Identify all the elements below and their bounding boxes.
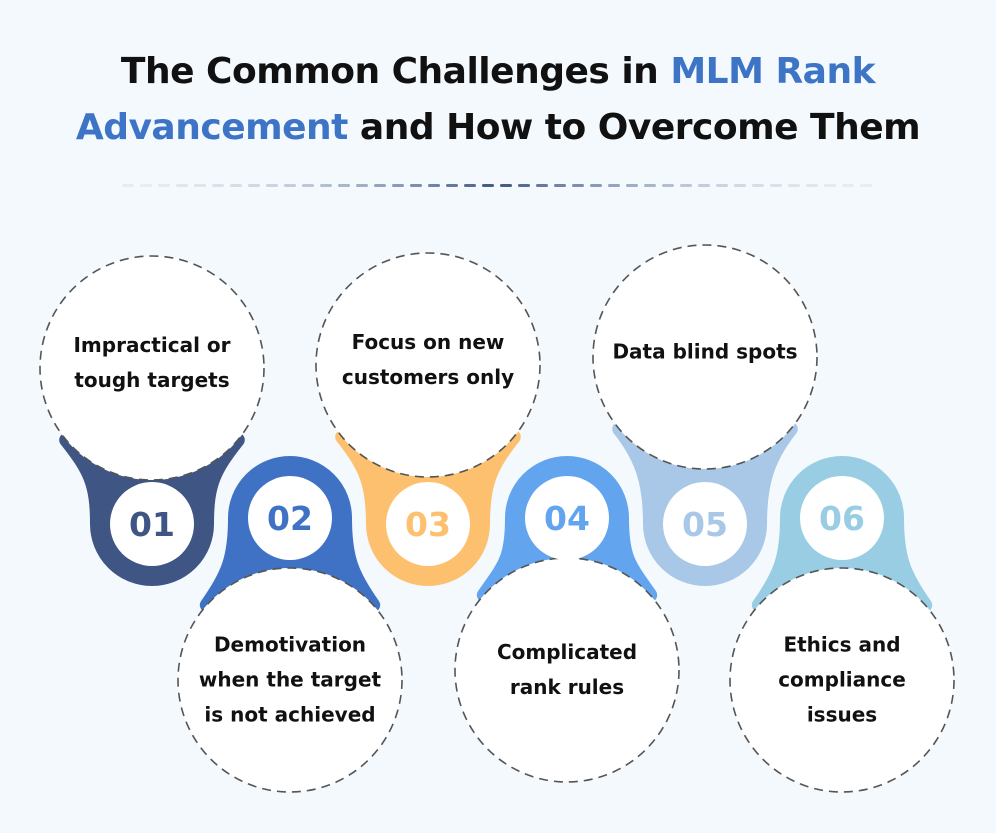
divider-dash <box>446 184 458 187</box>
divider-dash <box>212 184 224 187</box>
divider-dash <box>824 184 836 187</box>
divider-dash <box>806 184 818 187</box>
item-number: 01 <box>129 505 175 544</box>
number-badge <box>386 482 470 566</box>
item-number: 06 <box>819 499 865 538</box>
item-number: 04 <box>544 499 590 538</box>
divider-dash <box>626 184 638 187</box>
challenge-circle <box>315 252 541 478</box>
divider-dash <box>680 184 692 187</box>
divider-dash <box>788 184 800 187</box>
divider-dash <box>374 184 386 187</box>
divider-dash <box>176 184 188 187</box>
divider-dash <box>302 184 314 187</box>
number-badge <box>800 476 884 560</box>
title-text: and How to Overcome Them <box>347 107 921 148</box>
divider-dash <box>140 184 152 187</box>
divider-dash <box>464 184 476 187</box>
challenge-label: Complicated rank rules <box>496 640 638 699</box>
divider-dash <box>338 184 350 187</box>
divider-dash <box>320 184 332 187</box>
divider-dash <box>536 184 548 187</box>
divider <box>122 184 872 187</box>
divider-dash <box>842 184 854 187</box>
item-number: 02 <box>267 499 313 538</box>
divider-dash <box>230 184 242 187</box>
divider-dash <box>428 184 440 187</box>
divider-dash <box>644 184 656 187</box>
challenge-label: Data blind spots <box>612 339 798 364</box>
challenge-label: Demotivation when the target is not achi… <box>198 632 382 727</box>
number-badge <box>663 482 747 566</box>
title-highlight: MLM Rank Advancement <box>75 51 876 148</box>
divider-dash <box>392 184 404 187</box>
page-title: The Common Challenges in MLM Rank Advanc… <box>0 44 996 156</box>
divider-dash <box>554 184 566 187</box>
divider-dash <box>158 184 170 187</box>
divider-dash <box>662 184 674 187</box>
divider-dash <box>248 184 260 187</box>
divider-dash <box>770 184 782 187</box>
challenge-circle <box>39 255 265 481</box>
divider-dash <box>266 184 278 187</box>
divider-dash <box>734 184 746 187</box>
divider-dash <box>698 184 710 187</box>
challenge-label: Ethics and compliance issues <box>778 632 906 727</box>
divider-dash <box>716 184 728 187</box>
divider-dash <box>752 184 764 187</box>
challenge-label: Impractical or tough targets <box>73 333 231 392</box>
divider-dash <box>518 184 530 187</box>
challenge-circle <box>729 567 955 793</box>
item-number: 03 <box>405 505 451 544</box>
divider-dash <box>500 184 512 187</box>
number-badge <box>110 482 194 566</box>
divider-dash <box>122 184 134 187</box>
divider-dash <box>590 184 602 187</box>
title-text: The Common Challenges in <box>120 51 671 92</box>
divider-dash <box>608 184 620 187</box>
divider-dash <box>482 184 494 187</box>
challenge-circle <box>177 567 403 793</box>
challenge-label: Focus on new customers only <box>341 330 515 389</box>
challenge-circle <box>592 244 818 470</box>
divider-dash <box>410 184 422 187</box>
item-number: 05 <box>682 505 728 544</box>
divider-dash <box>194 184 206 187</box>
divider-dash <box>860 184 872 187</box>
divider-dash <box>572 184 584 187</box>
number-badge <box>248 476 332 560</box>
number-badge <box>525 476 609 560</box>
divider-dash <box>356 184 368 187</box>
divider-dash <box>284 184 296 187</box>
